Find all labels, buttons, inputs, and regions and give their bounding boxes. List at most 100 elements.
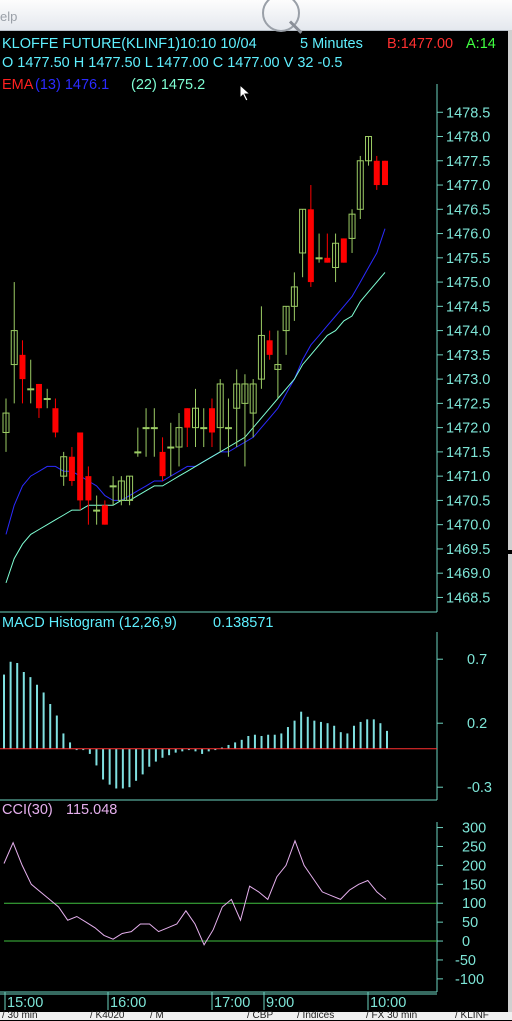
price-y-tick-label: 1474.5 [446, 299, 490, 315]
candle-up [249, 383, 257, 414]
candle-up [257, 334, 265, 380]
candle-up [117, 480, 125, 501]
ohlc-readout: O 1477.50 H 1477.50 L 1477.00 C 1477.00 … [2, 55, 343, 71]
candle-up [348, 213, 356, 239]
scrollbar-top[interactable] [508, 30, 512, 550]
candle-up [192, 407, 199, 429]
cci-y-tick-label: 200 [462, 858, 486, 874]
price-y-tick-label: 1477.0 [446, 178, 490, 194]
macd-y-tick-label: 0.2 [467, 716, 487, 732]
candle-down [184, 408, 191, 428]
ema22-value: (22) 1475.2 [131, 77, 206, 93]
tab-cbp[interactable]: / CBP [247, 1010, 274, 1021]
macd-value: 0.138571 [213, 615, 274, 631]
candle-up [27, 388, 35, 391]
price-y-tick-label: 1475.0 [446, 275, 490, 291]
ask-price: A:14 [466, 36, 496, 52]
candle-up [224, 427, 232, 430]
price-y-tick-label: 1470.5 [446, 493, 490, 509]
tab-30-min[interactable]: / 30 min [2, 1010, 38, 1021]
candle-up [126, 475, 134, 501]
candle-up [10, 330, 18, 366]
price-y-tick-label: 1472.5 [446, 396, 490, 412]
macd-y-tick-label: 0.7 [467, 652, 487, 668]
instrument-title: KLOFFE FUTURE(KLINF1)10:10 10/04 [2, 36, 257, 52]
x-tick-label: 15:00 [7, 995, 43, 1011]
candle-down [19, 354, 26, 380]
tab-m[interactable]: / M [150, 1010, 164, 1021]
price-y-tick-label: 1471.5 [446, 445, 490, 461]
candle-down [52, 408, 59, 433]
candle-down [382, 160, 388, 186]
cci-y-tick-label: -100 [455, 972, 484, 988]
cci-value: 115.048 [66, 802, 118, 818]
price-y-tick-label: 1468.5 [446, 590, 490, 606]
x-tick-label: 10:00 [370, 995, 406, 1011]
candle-down [340, 238, 347, 263]
ema13-line [5, 228, 386, 535]
candle-down [68, 456, 75, 481]
price-y-tick-label: 1478.0 [446, 130, 490, 146]
candle-up [356, 160, 364, 210]
tab-klinf[interactable]: / KLINF [455, 1010, 489, 1021]
price-y-tick-label: 1470.0 [446, 518, 490, 534]
scrollbar-bottom[interactable] [508, 554, 512, 1012]
candle-up [175, 427, 183, 448]
price-y-tick-label: 1477.5 [446, 154, 490, 170]
price-y-tick-label: 1472.0 [446, 421, 490, 437]
price-y-tick-label: 1469.5 [446, 542, 490, 558]
cci-y-tick-label: 0 [462, 934, 470, 950]
candle-up [93, 509, 101, 512]
cci-label: CCI(30) [2, 802, 53, 818]
candle-down [77, 432, 84, 501]
magnifier-icon[interactable] [262, 0, 300, 32]
candle-up [290, 286, 298, 307]
cci-line [3, 839, 387, 946]
candle-down [307, 209, 314, 283]
candle-up [150, 427, 158, 430]
candle-up [274, 364, 282, 370]
candle-up [200, 427, 208, 430]
price-y-tick-label: 1478.5 [446, 105, 490, 121]
candle-up [134, 451, 142, 454]
macd-label: MACD Histogram (12,26,9) [2, 615, 177, 631]
cci-y-tick-label: 300 [462, 821, 486, 837]
price-y-tick-label: 1476.0 [446, 227, 490, 243]
cci-y-tick-label: 50 [462, 915, 478, 931]
ema22-line [5, 272, 386, 584]
candle-up [2, 412, 10, 433]
price-y-tick-label: 1471.0 [446, 469, 490, 485]
menu-bar: elp [0, 0, 512, 34]
tab-k4020[interactable]: / K4020 [90, 1010, 125, 1021]
candle-down [324, 257, 331, 263]
candle-down [208, 408, 215, 433]
candle-down [373, 160, 380, 186]
x-tick-label: 17:00 [214, 995, 250, 1011]
ema13-value: (13) 1476.1 [35, 77, 110, 93]
candle-down [159, 451, 166, 477]
candle-up [299, 208, 307, 254]
price-y-tick-label: 1474.0 [446, 324, 490, 340]
x-tick-label: 16:00 [110, 995, 146, 1011]
cci-y-tick-label: 250 [462, 839, 486, 855]
price-y-tick-label: 1476.5 [446, 202, 490, 218]
price-y-tick-label: 1473.5 [446, 348, 490, 364]
candle-up [233, 383, 241, 409]
tab-indices[interactable]: / Indices [297, 1010, 335, 1021]
candle-up [332, 242, 340, 269]
interval-label: 5 Minutes [300, 36, 363, 52]
candle-up [282, 305, 290, 332]
help-menu[interactable]: elp [0, 9, 18, 24]
candle-up [167, 446, 175, 449]
candle-up [142, 427, 150, 430]
mouse-cursor-icon [239, 84, 252, 102]
cci-y-tick-label: 100 [462, 896, 486, 912]
bid-price: B:1477.00 [387, 36, 454, 52]
candle-up [109, 485, 117, 488]
candle-down [35, 383, 42, 409]
macd-y-tick-label: -0.3 [467, 780, 492, 796]
price-y-tick-label: 1469.0 [446, 566, 490, 582]
tab-fx-30-min[interactable]: / FX 30 min [366, 1010, 418, 1021]
candle-down [101, 505, 108, 525]
